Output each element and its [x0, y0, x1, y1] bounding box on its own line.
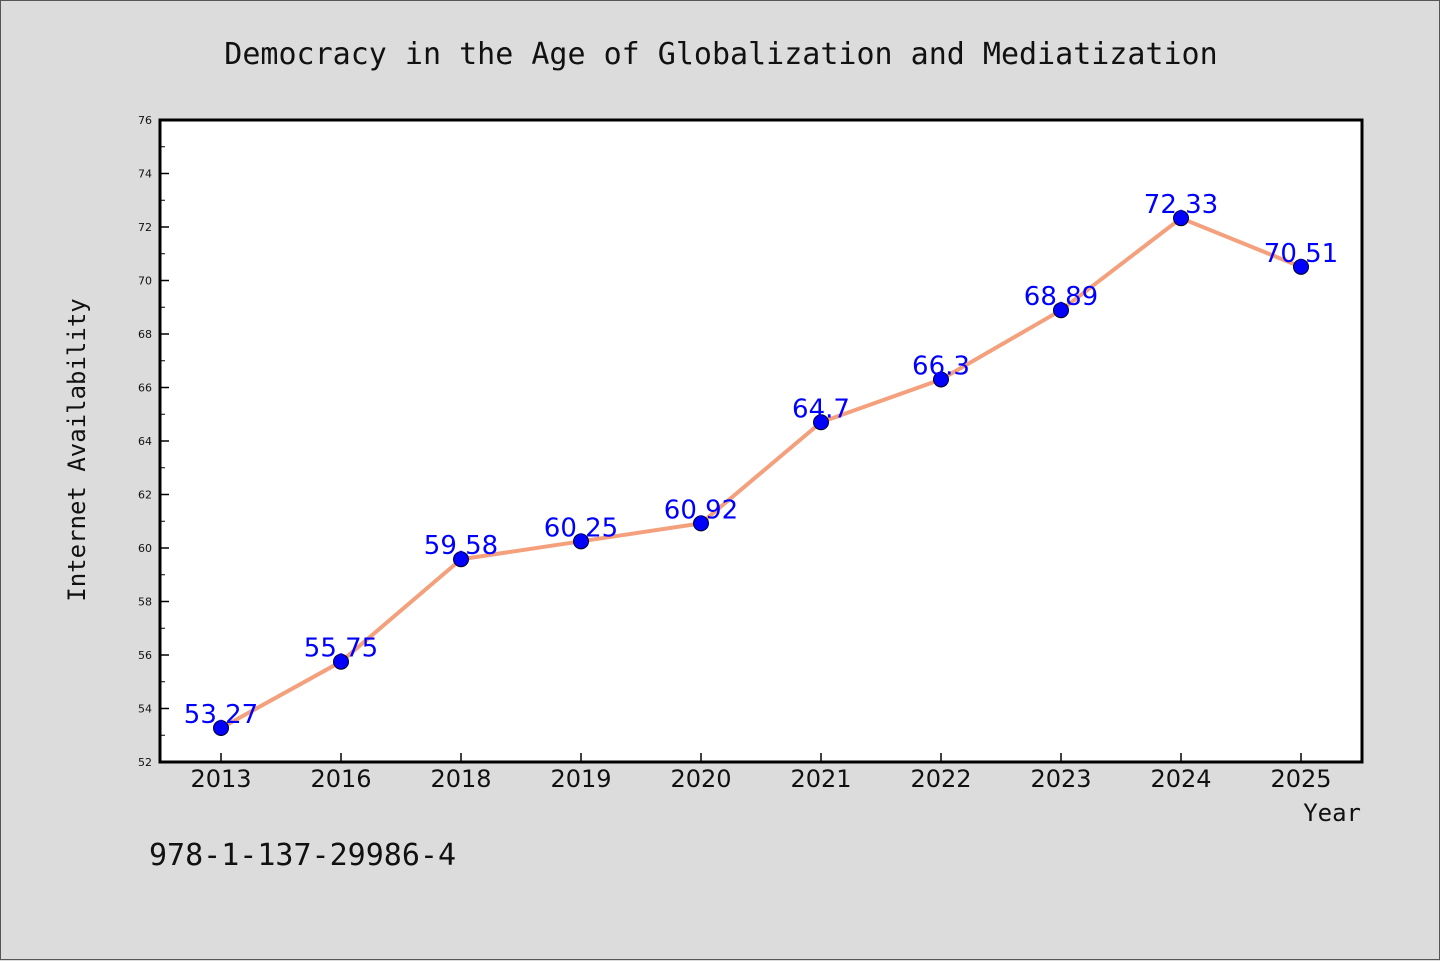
data-point-2018 [453, 551, 469, 568]
data-point-2025 [1293, 258, 1309, 275]
plot-area [158, 118, 1364, 764]
x-tick-label: 2021 [790, 765, 851, 793]
x-tick-label: 2019 [550, 765, 611, 793]
x-axis: 2013 2016 2018 2019 2020 2021 2022 2023 2024 2025 [190, 753, 1332, 793]
y-tick-label: 66 [138, 382, 152, 395]
data-point-2016 [333, 653, 349, 670]
data-label-2018: 59.58 [424, 531, 498, 561]
y-tick-label: 58 [138, 596, 152, 609]
data-label-2023: 68.89 [1024, 282, 1098, 312]
x-tick-label: 2024 [1150, 765, 1211, 793]
series-line-group [219, 216, 1303, 731]
data-point-2021 [813, 414, 829, 431]
y-tick-label: 62 [138, 489, 152, 502]
data-point-2019 [573, 533, 589, 550]
data-label-2020: 60.92 [664, 495, 738, 525]
data-label-2019: 60.25 [544, 513, 618, 543]
x-tick-label: 2022 [910, 765, 971, 793]
y-axis: 52 54 56 58 60 62 64 66 68 70 72 74 76 [138, 114, 169, 769]
x-axis-label: Year [1303, 799, 1361, 827]
y-tick-label: 68 [138, 328, 152, 341]
y-tick-label: 56 [138, 649, 152, 662]
data-point-2023 [1053, 302, 1069, 319]
x-tick-label: 2016 [310, 765, 371, 793]
data-label-2013: 53.27 [184, 700, 258, 730]
chart-title: Democracy in the Age of Globalization an… [224, 37, 1217, 72]
y-tick-label: 64 [138, 435, 152, 448]
data-label-2021: 64.7 [792, 394, 850, 424]
x-tick-label: 2020 [670, 765, 731, 793]
data-point-2024 [1173, 210, 1189, 227]
y-tick-label: 70 [138, 275, 152, 288]
y-tick-label: 76 [138, 114, 152, 127]
x-tick-label: 2013 [190, 765, 251, 793]
data-label-2016: 55.75 [304, 634, 378, 664]
x-tick-label: 2023 [1030, 765, 1091, 793]
data-point-2022 [933, 371, 949, 388]
y-tick-label: 52 [138, 756, 152, 769]
data-label-2022: 66.3 [912, 351, 970, 381]
data-label-2024: 72.33 [1144, 190, 1218, 220]
series-line [219, 216, 1303, 731]
data-label-2025: 70.51 [1264, 239, 1338, 269]
data-markers [213, 210, 1309, 737]
y-axis-label: Internet Availability [63, 298, 91, 601]
x-tick-label: 2018 [430, 765, 491, 793]
isbn-footer: 978-1-137-29986-4 [149, 838, 456, 873]
y-tick-label: 54 [138, 703, 152, 716]
data-labels: 53.27 55.75 59.58 60.25 60.92 64.7 66.3 68.89 72… [184, 190, 1338, 730]
data-point-2013 [213, 720, 229, 737]
data-point-2020 [693, 515, 709, 532]
y-tick-label: 74 [138, 168, 152, 181]
y-tick-label: 60 [138, 542, 152, 555]
y-tick-label: 72 [138, 221, 152, 234]
x-tick-label: 2025 [1270, 765, 1331, 793]
